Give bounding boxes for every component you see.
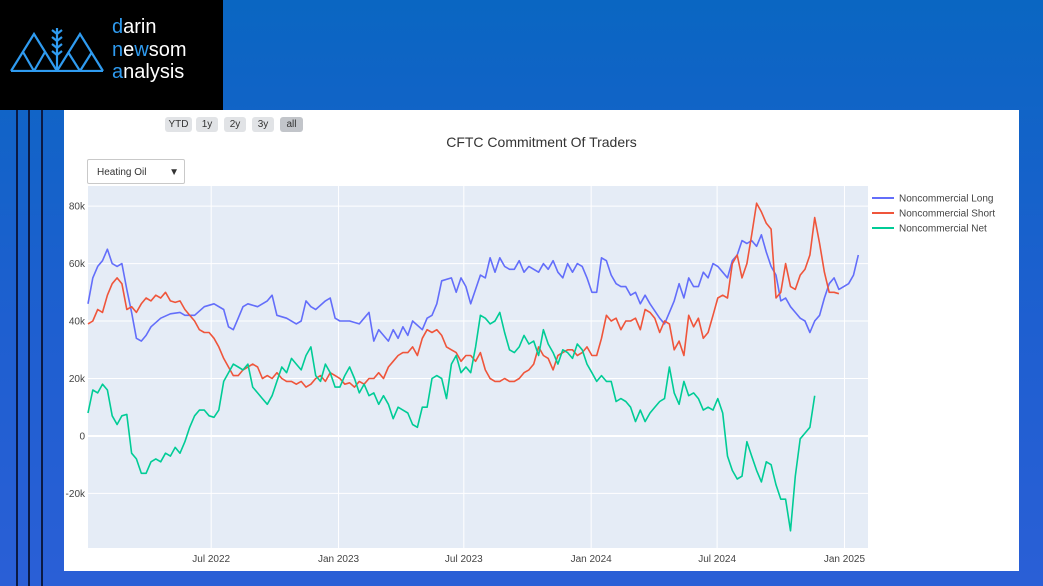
range-button-1y[interactable]: 1y: [196, 117, 218, 132]
chart-panel: YTD 1y 2y 3y all CFTC Commitment Of Trad…: [64, 110, 1019, 571]
chart-title: CFTC Commitment Of Traders: [446, 134, 637, 150]
x-tick-label: Jan 2023: [318, 554, 360, 565]
commodity-dropdown[interactable]: Heating Oil ▼: [87, 159, 185, 184]
legend-item-label: Noncommercial Long: [899, 194, 994, 205]
x-axis-ticks: Jul 2022 Jan 2023 Jul 2023 Jan 2024 Jul 2024…: [192, 554, 865, 565]
legend: Noncommercial Long Noncommercial Short Non…: [872, 194, 995, 235]
y-tick-label: 40k: [69, 317, 86, 328]
x-tick-label: Jan 2025: [824, 554, 866, 565]
series-lines: [87, 202, 860, 532]
legend-item-label: Noncommercial Short: [899, 209, 995, 220]
y-axis-ticks: -20k 0 20k 40k 60k 80k: [66, 202, 86, 500]
range-button-2y[interactable]: 2y: [224, 117, 246, 132]
noncommercial-net-line: [87, 311, 816, 532]
y-tick-label: 80k: [69, 202, 86, 213]
decor-line: [16, 110, 18, 586]
noncommercial-short-line: [87, 202, 840, 388]
x-tick-label: Jul 2024: [698, 554, 736, 565]
brand-text: darin newsom analysis: [112, 16, 187, 83]
legend-item-label: Noncommercial Net: [899, 224, 987, 235]
noncommercial-long-line: [87, 234, 860, 342]
range-button-all[interactable]: all: [280, 117, 303, 132]
range-button-ytd[interactable]: YTD: [165, 117, 192, 132]
chevron-down-icon: ▼: [169, 167, 179, 178]
x-tick-label: Jan 2024: [571, 554, 613, 565]
y-tick-label: 0: [79, 431, 85, 442]
y-tick-label: 60k: [69, 259, 86, 270]
decor-line: [41, 110, 43, 586]
mountain-wheat-icon: [10, 28, 104, 72]
grid-lines: [88, 186, 868, 548]
x-tick-label: Jul 2022: [192, 554, 230, 565]
x-tick-label: Jul 2023: [445, 554, 483, 565]
brand-logo: darin newsom analysis: [0, 0, 223, 110]
decor-line: [28, 110, 30, 586]
y-tick-label: -20k: [66, 489, 86, 500]
dropdown-value: Heating Oil: [97, 167, 147, 178]
plot-area: [88, 186, 868, 548]
y-tick-label: 20k: [69, 374, 86, 385]
range-button-3y[interactable]: 3y: [252, 117, 274, 132]
